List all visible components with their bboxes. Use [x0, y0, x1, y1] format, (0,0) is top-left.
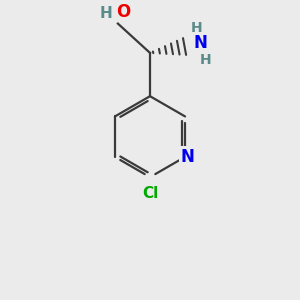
- Text: Cl: Cl: [142, 185, 158, 200]
- Text: N: N: [180, 148, 194, 166]
- Text: H: H: [100, 6, 113, 21]
- Text: N: N: [193, 34, 207, 52]
- Text: H: H: [200, 53, 212, 67]
- Text: H: H: [190, 21, 202, 35]
- Text: O: O: [116, 3, 130, 21]
